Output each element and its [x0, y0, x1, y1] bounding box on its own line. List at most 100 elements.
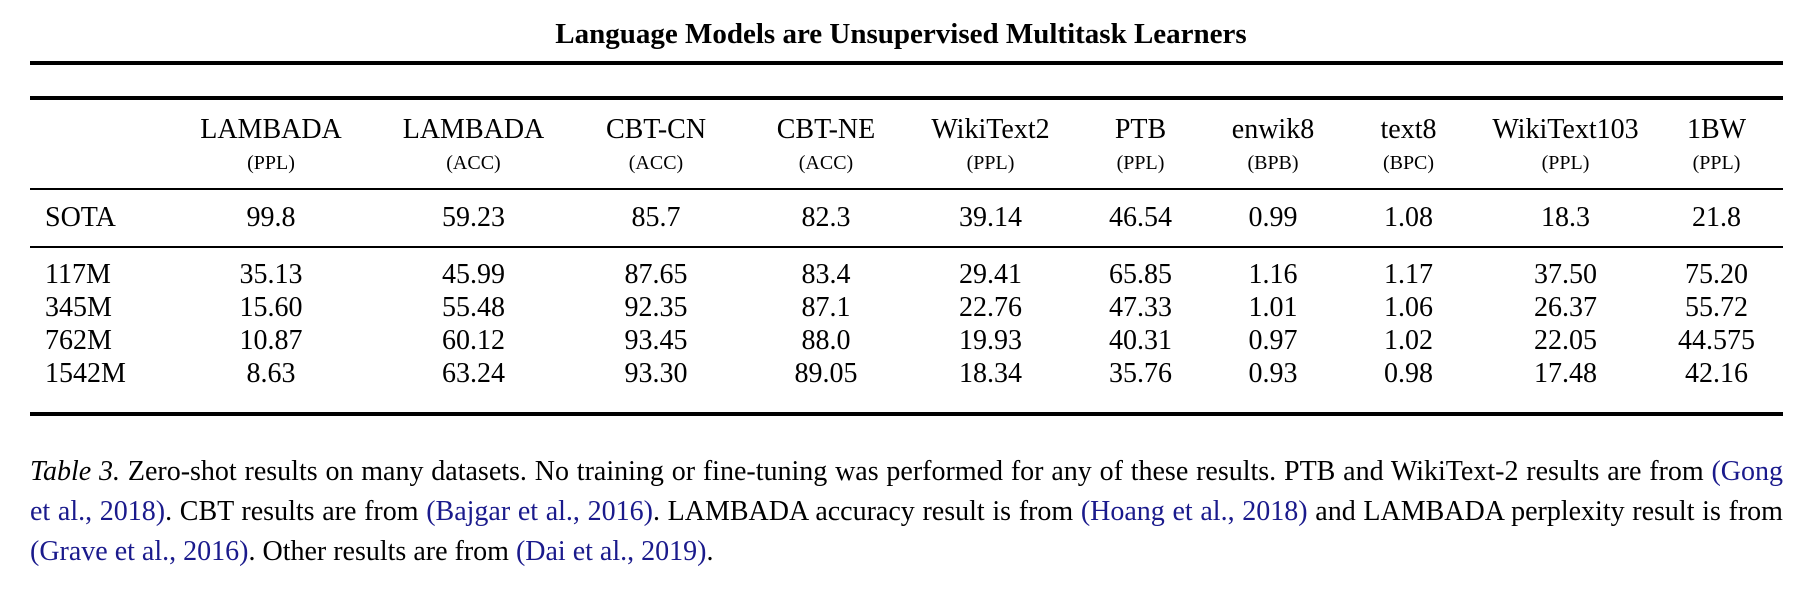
citation-link[interactable]: (Gong et al., 2018) [30, 456, 1783, 527]
table-cell: 35.76 [1109, 357, 1172, 389]
table-cell: 92.35 [624, 291, 688, 323]
caption-text: and LAMBADA perplexity result is from [1307, 496, 1783, 527]
table-cell: 88.0 [801, 324, 851, 356]
table-models-section: 117M 35.13 45.99 87.65 83.4 29.41 65.85 1.16 1.1… [30, 247, 1783, 414]
table-cell: 18.34 [959, 357, 1022, 389]
row-label: 345M [45, 291, 112, 323]
column-unit: (PPL) [966, 152, 1015, 174]
table-cell: 87.1 [801, 291, 851, 323]
table-row: 117M 35.13 45.99 87.65 83.4 29.41 65.85 1.16 1.1… [30, 247, 1783, 291]
column-unit: (ACC) [446, 152, 501, 174]
citation-link[interactable]: (Bajgar et al., 2016) [426, 496, 653, 527]
table-cell: 37.50 [1534, 258, 1597, 290]
column-unit: (PPL) [1541, 152, 1590, 174]
table-cell: 18.3 [1541, 202, 1590, 233]
caption-label: Table 3. [30, 456, 121, 487]
row-label: 762M [45, 324, 112, 356]
column-header: LAMBADA [402, 114, 545, 145]
table-cell: 0.99 [1248, 202, 1298, 233]
column-unit: (ACC) [628, 152, 684, 174]
paper-running-title: Language Models are Unsupervised Multita… [555, 18, 1247, 50]
table-cell: 83.4 [801, 258, 851, 290]
column-unit: (PPL) [1692, 152, 1741, 174]
citation-link[interactable]: (Hoang et al., 2018) [1080, 496, 1308, 527]
table-cell: 1.06 [1384, 291, 1433, 323]
table-cell: 29.41 [959, 258, 1022, 290]
table-cell: 10.87 [239, 324, 303, 356]
table-cell: 0.93 [1248, 357, 1298, 389]
table-cell: 1.01 [1248, 291, 1298, 323]
column-unit: (ACC) [798, 152, 854, 174]
caption-text: . Other results are from [248, 536, 516, 567]
table-cell: 93.45 [624, 324, 688, 356]
table-cell: 26.37 [1534, 291, 1597, 323]
column-unit: (PPL) [247, 152, 295, 174]
table-cell: 63.24 [442, 357, 505, 389]
corner-cell [30, 148, 165, 189]
table-cell: 45.99 [442, 258, 505, 290]
table-cell: 17.48 [1534, 357, 1597, 389]
table-cell: 42.16 [1685, 357, 1748, 389]
column-header: LAMBADA [200, 114, 342, 145]
citation-link[interactable]: (Dai et al., 2019) [515, 536, 707, 567]
table-cell: 1.08 [1384, 202, 1433, 233]
column-header: WikiText2 [931, 114, 1050, 145]
table-header: LAMBADA LAMBADA CBT-CN CBT-NE WikiText2 PTB en… [30, 98, 1783, 189]
column-unit: (BPB) [1247, 152, 1299, 174]
caption-text: . CBT results are from [165, 496, 427, 527]
table-cell: 22.76 [959, 291, 1022, 323]
table-cell: 82.3 [801, 202, 851, 233]
caption-text: . LAMBADA accuracy result is from [652, 496, 1081, 527]
table-cell: 22.05 [1534, 324, 1597, 356]
caption-text: . [706, 536, 714, 567]
column-header: PTB [1114, 114, 1167, 145]
table-cell: 35.13 [239, 258, 303, 290]
table-caption: Table 3. Zero-shot results on many datas… [30, 452, 1783, 572]
table-cell: 65.85 [1109, 258, 1172, 290]
table-sota-section: SOTA 99.8 59.23 85.7 82.3 39.14 46.54 0.99 1.08 1… [30, 189, 1783, 247]
row-label: 117M [45, 258, 111, 290]
table-cell: 1.16 [1248, 258, 1298, 290]
results-table: LAMBADA LAMBADA CBT-CN CBT-NE WikiText2 PTB en… [30, 96, 1783, 416]
citation-link[interactable]: (Grave et al., 2016) [30, 536, 249, 567]
table-cell: 46.54 [1109, 202, 1172, 233]
row-label: 1542M [45, 357, 126, 389]
column-unit: (PPL) [1116, 152, 1165, 174]
table-cell: 44.575 [1678, 324, 1755, 356]
table-cell: 0.97 [1248, 324, 1298, 356]
table-row: SOTA 99.8 59.23 85.7 82.3 39.14 46.54 0.99 1.08 1… [30, 189, 1783, 247]
table-cell: 15.60 [239, 291, 303, 323]
table-cell: 39.14 [959, 202, 1022, 233]
table-cell: 0.98 [1384, 357, 1433, 389]
column-header: 1BW [1686, 114, 1747, 145]
column-header: CBT-CN [605, 114, 707, 145]
table-cell: 19.93 [959, 324, 1022, 356]
column-unit: (BPC) [1382, 152, 1435, 174]
table-row: 1542M 8.63 63.24 93.30 89.05 18.34 35.76 0.93 0.… [30, 357, 1783, 414]
table-cell: 93.30 [624, 357, 688, 389]
table-cell: 85.7 [631, 202, 681, 233]
table-cell: 21.8 [1692, 202, 1741, 233]
table-cell: 99.8 [246, 202, 296, 233]
table-row: 762M 10.87 60.12 93.45 88.0 19.93 40.31 0.97 1.0… [30, 324, 1783, 357]
column-header: CBT-NE [776, 114, 876, 145]
table-cell: 40.31 [1109, 324, 1172, 356]
table-cell: 55.72 [1685, 291, 1748, 323]
title-rule [30, 61, 1783, 65]
table-cell: 89.05 [794, 357, 858, 389]
table-cell: 59.23 [442, 202, 505, 233]
table-cell: 1.17 [1384, 258, 1433, 290]
table-cell: 8.63 [246, 357, 296, 389]
table-cell: 47.33 [1109, 291, 1172, 323]
table-cell: 60.12 [442, 324, 505, 356]
column-header: enwik8 [1231, 114, 1315, 145]
corner-cell [30, 98, 165, 148]
table-row: 345M 15.60 55.48 92.35 87.1 22.76 47.33 1.01 1.0… [30, 291, 1783, 324]
column-header: WikiText103 [1492, 114, 1639, 145]
table-cell: 1.02 [1384, 324, 1433, 356]
table-cell: 75.20 [1685, 258, 1748, 290]
caption-text: Zero-shot results on many datasets. No t… [120, 456, 1712, 487]
column-header: text8 [1380, 114, 1437, 145]
row-label: SOTA [45, 202, 116, 233]
